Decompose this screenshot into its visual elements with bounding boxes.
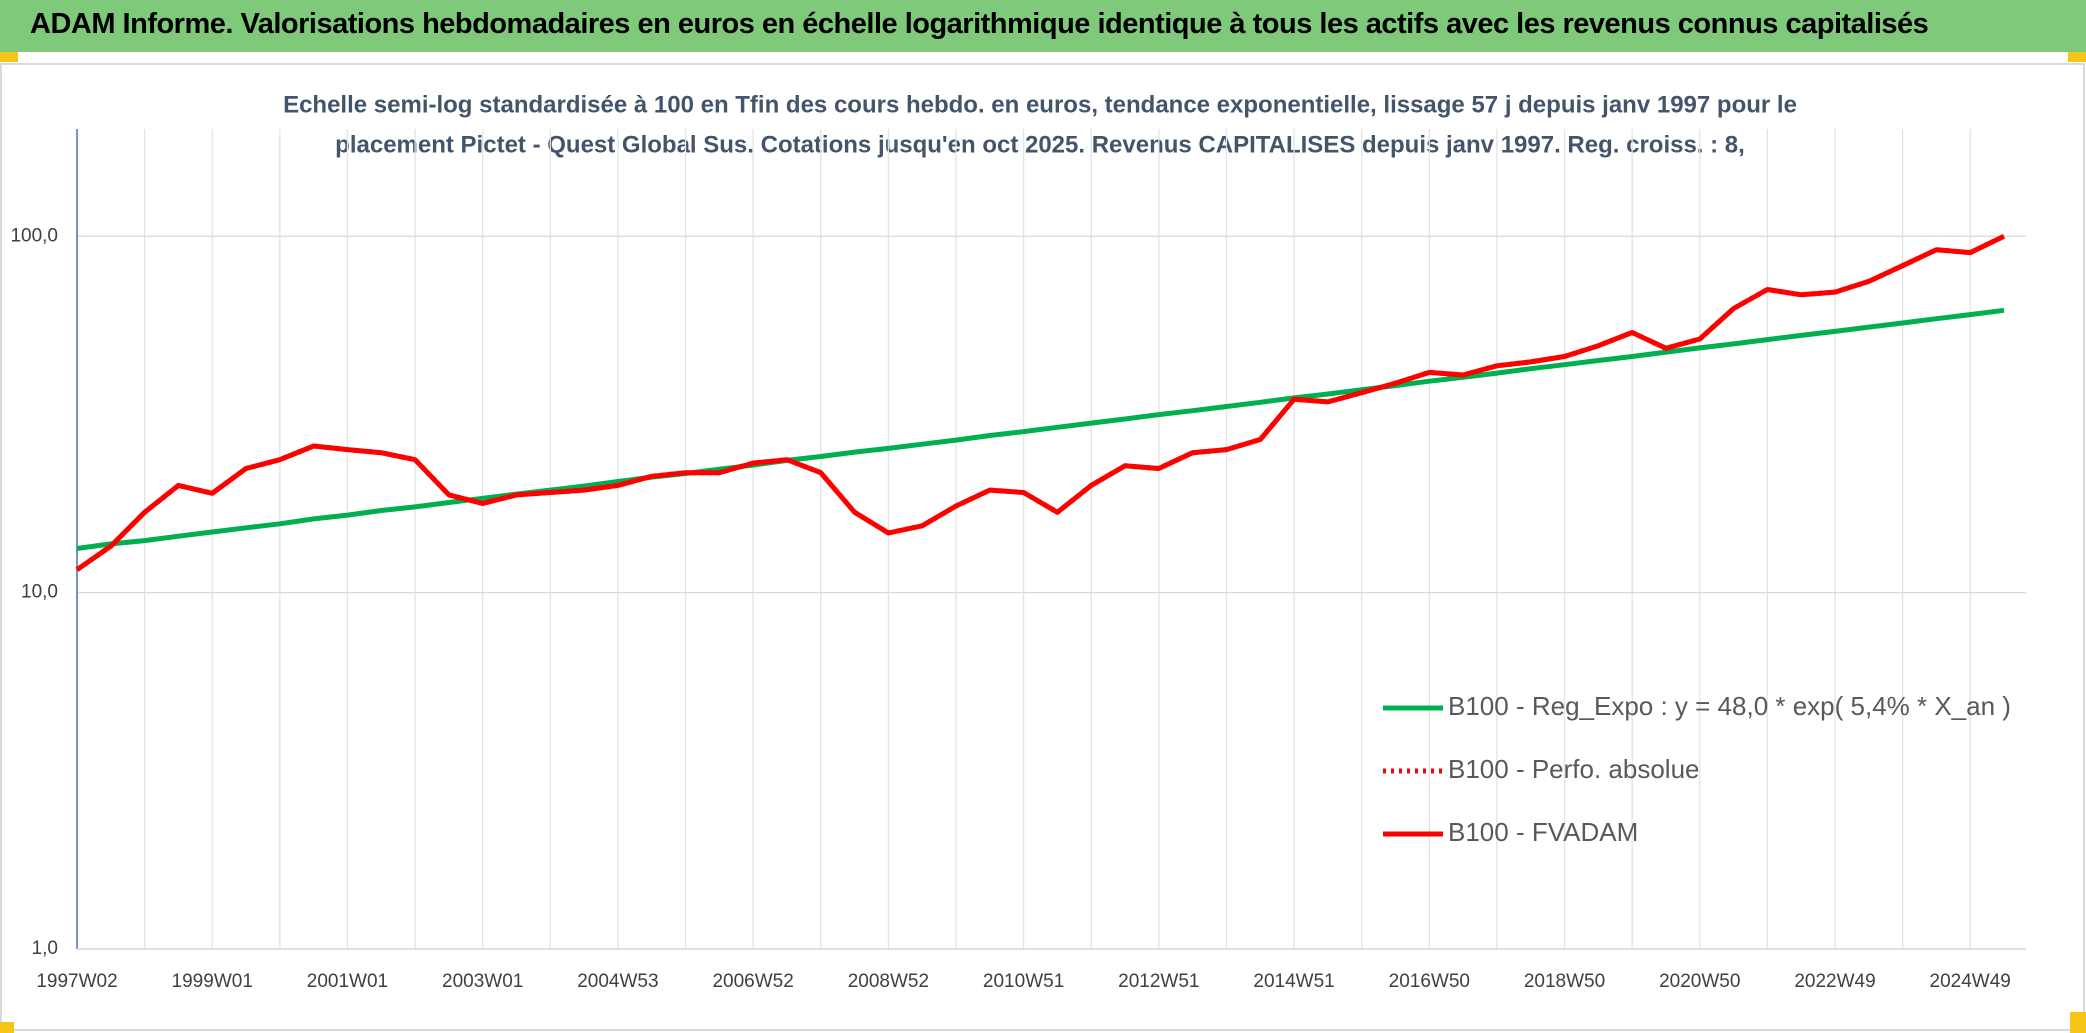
chart-title: placement Pictet - Quest Global Sus. Cot…	[335, 131, 1745, 158]
x-tick-label: 2018W50	[1524, 971, 1605, 992]
x-tick-label: 2010W51	[983, 971, 1064, 992]
x-tick-label: 1997W02	[36, 971, 117, 992]
header-title: ADAM Informe. Valorisations hebdomadaire…	[30, 8, 1929, 40]
series-line	[75, 234, 2006, 572]
header: ADAM Informe. Valorisations hebdomadaire…	[0, 0, 2086, 52]
x-tick-label: 2016W50	[1389, 971, 1470, 992]
x-tick-label: 2006W52	[712, 971, 793, 992]
chart: Echelle semi-log standardisée à 100 en T…	[0, 52, 2086, 1033]
x-tick-label: 2014W51	[1253, 971, 1334, 992]
x-tick-label: 2024W49	[1930, 971, 2011, 992]
corner-mark	[2068, 52, 2086, 62]
corner-mark	[2070, 1012, 2086, 1033]
legend-label: B100 - FVADAM	[1448, 817, 1638, 847]
x-tick-label: 2022W49	[1794, 971, 1875, 992]
x-tick-label: 2001W01	[307, 971, 388, 992]
x-tick-label: 2008W52	[848, 971, 929, 992]
x-tick-label: 2012W51	[1118, 971, 1199, 992]
x-tick-label: 2004W53	[577, 971, 658, 992]
y-tick-label: 100,0	[10, 225, 58, 246]
legend-label: B100 - Perfo. absolue	[1448, 754, 1700, 784]
series-line	[76, 307, 2005, 551]
y-tick-label: 10,0	[21, 582, 58, 603]
x-tick-label: 1999W01	[172, 971, 253, 992]
series-line	[75, 234, 2006, 572]
y-tick-label: 1,0	[32, 938, 58, 959]
x-tick-label: 2020W50	[1659, 971, 1740, 992]
corner-mark	[0, 52, 18, 62]
chart-title: Echelle semi-log standardisée à 100 en T…	[283, 91, 1797, 118]
corner-mark	[0, 1022, 14, 1033]
legend-label: B100 - Reg_Expo : y = 48,0 * exp( 5,4% *…	[1448, 691, 2011, 721]
chart-frame	[0, 63, 2085, 1031]
x-tick-label: 2003W01	[442, 971, 523, 992]
